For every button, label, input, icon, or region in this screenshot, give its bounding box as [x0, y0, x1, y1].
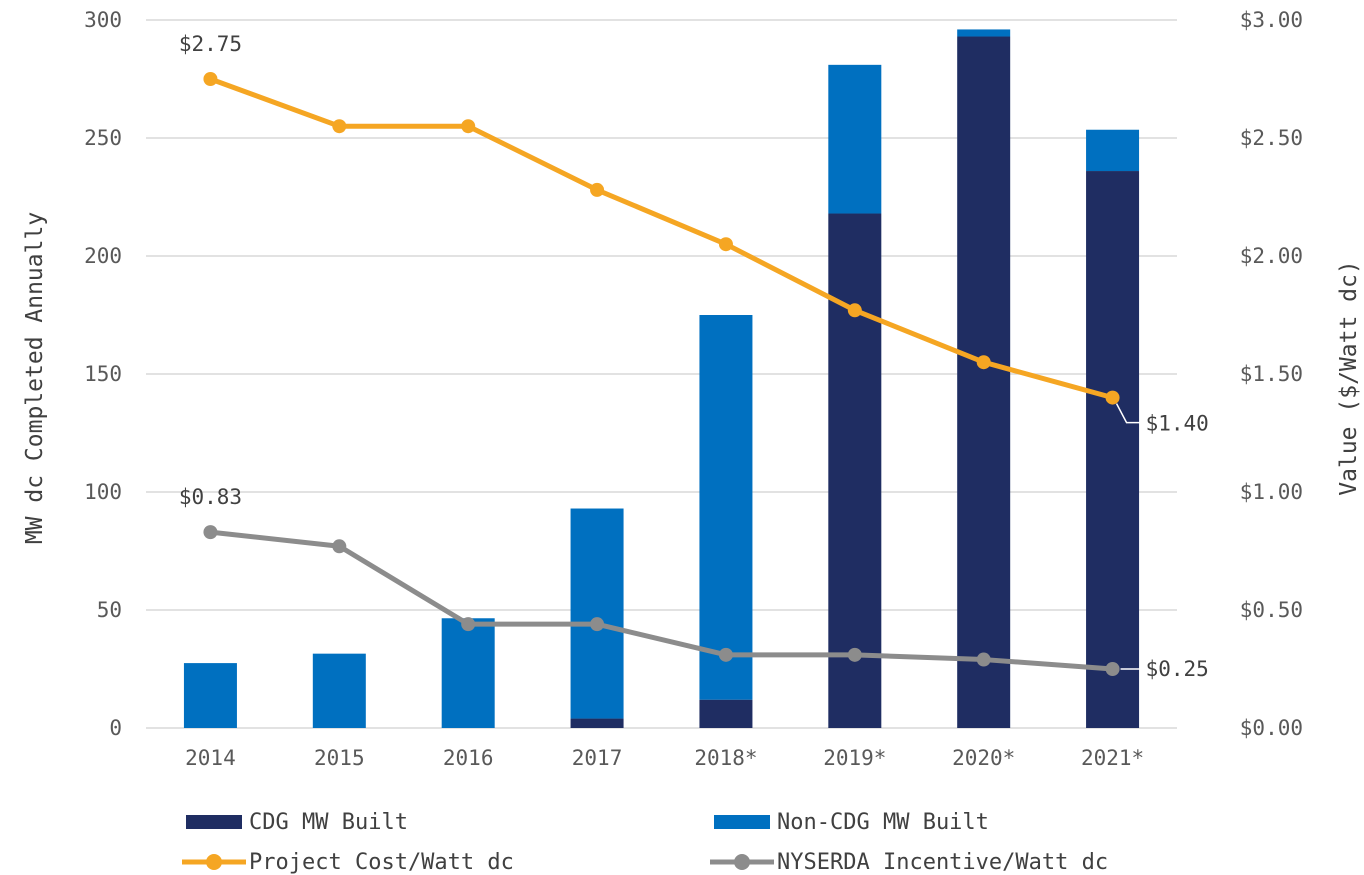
x-tick-label: 2014 — [185, 746, 236, 770]
x-axis-ticks: 2014 2015 2016 2017 2018* 2019* 2020* 2021* — [185, 746, 1144, 770]
y-axis-title: MW dc Completed Annually — [22, 212, 48, 544]
project-cost-watt-dc-point — [847, 303, 862, 318]
lines — [203, 72, 1120, 676]
y-tick-label: 50 — [97, 598, 122, 622]
project-cost-watt-dc-line — [209, 76, 1114, 401]
non-cdg-mw-built-bar — [957, 29, 1011, 37]
data-labels: $2.75 $0.83 $1.40 $0.25 — [179, 32, 1209, 681]
cdg-mw-built-bar — [570, 718, 624, 728]
y2-tick-label: $1.00 — [1240, 480, 1303, 504]
project-cost-watt-dc-legend-marker — [206, 854, 222, 870]
y-tick-label: 150 — [84, 362, 122, 386]
y2-tick-label: $3.00 — [1240, 8, 1303, 32]
project-cost-watt-dc-point — [332, 119, 347, 134]
y-tick-label: 300 — [84, 8, 122, 32]
project-cost-watt-dc-legend-label: Project Cost/Watt dc — [249, 850, 514, 875]
y2-axis-title: Value ($/Watt dc) — [1336, 260, 1362, 495]
x-tick-label: 2020* — [952, 746, 1015, 770]
project-cost-watt-dc-point — [1105, 390, 1120, 405]
nyserda-incentive-watt-dc-point — [332, 539, 347, 554]
cdg-mw-built-bar — [957, 36, 1011, 728]
gridlines — [146, 19, 1177, 729]
y2-tick-label: $2.00 — [1240, 244, 1303, 268]
data-label: $0.83 — [179, 485, 242, 509]
y-tick-label: 250 — [84, 126, 122, 150]
project-cost-watt-dc-point — [461, 119, 476, 134]
x-tick-label: 2019* — [823, 746, 886, 770]
legend: CDG MW Built Non-CDG MW Built Project Cost… — [182, 810, 1108, 875]
x-tick-label: 2018* — [694, 746, 757, 770]
non-cdg-mw-built-bar — [570, 508, 624, 719]
cdg-mw-built-legend-swatch — [186, 815, 242, 829]
y2-tick-label: $0.00 — [1240, 716, 1303, 740]
non-cdg-mw-built-bar — [828, 64, 882, 214]
non-cdg-mw-built-legend-label: Non-CDG MW Built — [777, 810, 989, 835]
x-tick-label: 2017 — [572, 746, 623, 770]
non-cdg-mw-built-bar — [441, 618, 495, 728]
y-tick-label: 100 — [84, 480, 122, 504]
y-axis-ticks: 0 50 100 150 200 250 300 — [84, 8, 122, 740]
y2-tick-label: $1.50 — [1240, 362, 1303, 386]
cdg-mw-built-legend-label: CDG MW Built — [249, 810, 408, 835]
project-cost-watt-dc-point — [590, 182, 605, 197]
non-cdg-mw-built-legend-swatch — [714, 815, 770, 829]
y-tick-label: 0 — [109, 716, 122, 740]
y2-tick-label: $0.50 — [1240, 598, 1303, 622]
project-cost-watt-dc-point — [203, 72, 218, 86]
x-tick-label: 2021* — [1081, 746, 1144, 770]
non-cdg-mw-built-bar — [1086, 129, 1140, 172]
non-cdg-mw-built-bar — [183, 663, 237, 728]
x-tick-label: 2016 — [443, 746, 494, 770]
nyserda-incentive-watt-dc-line — [210, 529, 1113, 672]
nyserda-incentive-watt-dc-point — [976, 652, 991, 667]
nyserda-incentive-watt-dc-point — [461, 617, 476, 632]
data-label: $0.25 — [1146, 657, 1209, 681]
nyserda-incentive-watt-dc-point — [203, 525, 218, 540]
nyserda-incentive-watt-dc-legend-label: NYSERDA Incentive/Watt dc — [777, 850, 1108, 875]
non-cdg-mw-built-bar — [312, 653, 366, 728]
x-tick-label: 2015 — [314, 746, 365, 770]
cdg-mw-built-bar — [699, 699, 753, 728]
data-label: $1.40 — [1146, 412, 1209, 436]
nyserda-incentive-watt-dc-point — [590, 617, 605, 632]
nyserda-incentive-watt-dc-legend-marker — [734, 854, 750, 870]
project-cost-watt-dc-point — [718, 237, 733, 252]
project-cost-watt-dc-point — [976, 355, 991, 370]
cdg-mw-built-bar — [1086, 171, 1140, 729]
y2-tick-label: $2.50 — [1240, 126, 1303, 150]
data-label: $2.75 — [179, 32, 242, 56]
y-tick-label: 200 — [84, 244, 122, 268]
y2-axis-ticks: $0.00 $0.50 $1.00 $1.50 $2.00 $2.50 $3.00 — [1240, 8, 1303, 740]
nyserda-incentive-watt-dc-point — [718, 647, 733, 662]
bars — [183, 29, 1140, 729]
nyserda-incentive-watt-dc-point — [1105, 662, 1120, 676]
leader-line — [1115, 403, 1143, 424]
non-cdg-mw-built-bar — [699, 315, 753, 700]
nyserda-incentive-watt-dc-point — [847, 647, 862, 662]
